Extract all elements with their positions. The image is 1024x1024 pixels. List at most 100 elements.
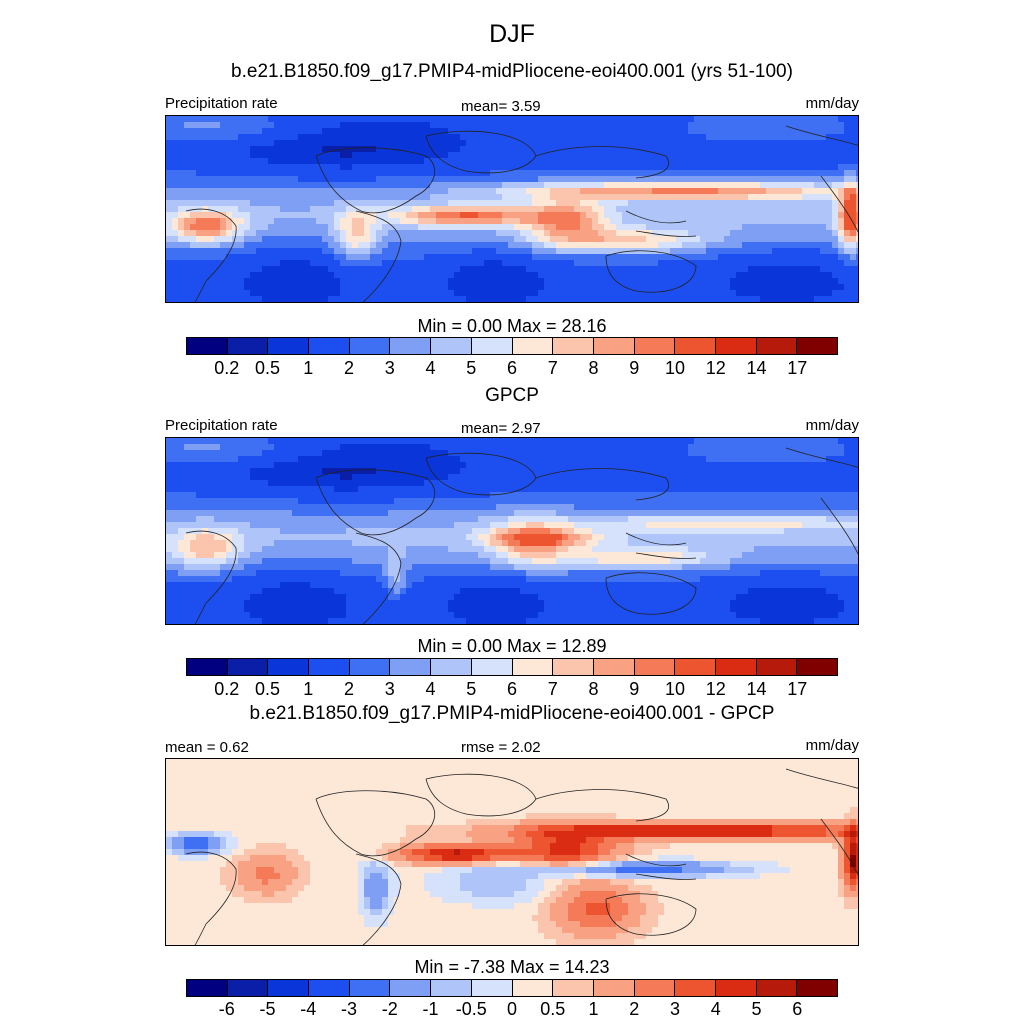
colorbar-swatch bbox=[715, 338, 757, 354]
colorbar-tick-label: -0.5 bbox=[455, 999, 487, 1019]
colorbar-swatch bbox=[471, 659, 513, 675]
colorbar-swatch bbox=[756, 980, 798, 996]
colorbar-tick-label: 6 bbox=[792, 999, 803, 1019]
colorbar-tick-label: 5 bbox=[751, 999, 762, 1019]
panel1-units-label: mm/day bbox=[805, 95, 859, 112]
colorbar-tick-label: 4 bbox=[710, 999, 721, 1019]
colorbar-swatch bbox=[227, 980, 269, 996]
colorbar-swatch bbox=[349, 338, 391, 354]
colorbar-tick-label: 10 bbox=[664, 358, 686, 378]
colorbar-tick-label: 10 bbox=[664, 679, 686, 699]
figure-title: DJF bbox=[489, 20, 535, 48]
panel2-units-label: mm/day bbox=[805, 417, 859, 434]
colorbar-tick-label: 9 bbox=[629, 358, 640, 378]
colorbar-tick-label: -3 bbox=[340, 999, 358, 1019]
colorbar-tick-label: 17 bbox=[787, 679, 808, 699]
panel3-mean-label: mean = 0.62 bbox=[165, 739, 249, 756]
colorbar-tick-label: 0.5 bbox=[254, 358, 281, 378]
colorbar-swatch bbox=[675, 659, 716, 675]
colorbar-swatch bbox=[471, 980, 513, 996]
colorbar-swatch bbox=[675, 980, 716, 996]
colorbar-tick-label: 4 bbox=[425, 679, 436, 699]
colorbar-tick-label: 1 bbox=[303, 358, 314, 378]
panel2-colorbar-ticks: 0.2 0.5 1 2 3 4 5 6 7 8 9 10 12 14 17 bbox=[186, 679, 838, 699]
panel2-left-label: Precipitation rate bbox=[165, 417, 278, 434]
panel2-minmax: Min = 0.00 Max = 12.89 bbox=[417, 636, 607, 656]
colorbar-tick-label: -5 bbox=[259, 999, 276, 1019]
panel3-units-label: mm/day bbox=[805, 737, 859, 754]
colorbar-tick-label: 14 bbox=[746, 358, 767, 378]
colorbar-swatch bbox=[634, 659, 676, 675]
colorbar-swatch bbox=[431, 980, 472, 996]
colorbar-swatch bbox=[715, 980, 757, 996]
colorbar-tick-label: 1 bbox=[588, 999, 599, 1019]
colorbar-tick-label: 3 bbox=[384, 358, 395, 378]
colorbar-tick-label: 0.5 bbox=[540, 999, 566, 1019]
colorbar-tick-label: 8 bbox=[588, 679, 599, 699]
panel3-colorbar bbox=[186, 979, 838, 997]
colorbar-swatch bbox=[349, 659, 391, 675]
colorbar-swatch bbox=[756, 659, 798, 675]
colorbar-tick-label: 2 bbox=[629, 999, 640, 1019]
panel2-title: GPCP bbox=[485, 385, 539, 406]
colorbar-swatch bbox=[431, 659, 472, 675]
panel1-colorbar-ticks: 0.2 0.5 1 2 3 4 5 6 7 8 9 10 12 14 17 bbox=[186, 358, 838, 378]
colorbar-swatch bbox=[797, 659, 837, 675]
colorbar-tick-label: 1 bbox=[303, 679, 314, 699]
panel3-colorbar-ticks: -6 -5 -4 -3 -2 -1 -0.5 0 0.5 1 2 3 4 5 6 bbox=[186, 999, 838, 1019]
colorbar-swatch bbox=[512, 338, 554, 354]
panel2-colorbar bbox=[186, 658, 838, 676]
panel1-map bbox=[165, 115, 859, 303]
panel2-mean-label: mean= 2.97 bbox=[461, 420, 541, 437]
colorbar-swatch bbox=[553, 980, 594, 996]
colorbar-swatch bbox=[593, 659, 635, 675]
colorbar-tick-label: 7 bbox=[547, 679, 558, 699]
colorbar-swatch bbox=[309, 338, 350, 354]
colorbar-tick-label: 3 bbox=[669, 999, 681, 1019]
colorbar-swatch bbox=[634, 338, 676, 354]
panel2-map bbox=[165, 437, 859, 625]
colorbar-tick-label: 6 bbox=[506, 679, 518, 699]
colorbar-tick-label: 12 bbox=[705, 679, 726, 699]
colorbar-swatch bbox=[512, 980, 554, 996]
colorbar-tick-label: 5 bbox=[466, 679, 477, 699]
colorbar-tick-label: -1 bbox=[422, 999, 439, 1019]
colorbar-swatch bbox=[471, 338, 513, 354]
colorbar-swatch bbox=[756, 338, 798, 354]
colorbar-swatch bbox=[309, 980, 350, 996]
colorbar-tick-label: -4 bbox=[300, 999, 317, 1019]
colorbar-tick-label: 7 bbox=[547, 358, 558, 378]
colorbar-swatch bbox=[268, 980, 310, 996]
colorbar-swatch bbox=[797, 980, 837, 996]
colorbar-swatch bbox=[797, 338, 837, 354]
colorbar-swatch bbox=[512, 659, 554, 675]
panel1-left-label: Precipitation rate bbox=[165, 95, 278, 112]
colorbar-swatch bbox=[187, 338, 228, 354]
panel3-title: b.e21.B1850.f09_g17.PMIP4-midPliocene-eo… bbox=[249, 703, 775, 724]
colorbar-swatch bbox=[227, 338, 269, 354]
colorbar-tick-label: -6 bbox=[218, 999, 235, 1019]
colorbar-swatch bbox=[227, 659, 269, 675]
colorbar-swatch bbox=[187, 659, 228, 675]
colorbar-swatch bbox=[390, 338, 432, 354]
colorbar-swatch bbox=[268, 338, 310, 354]
colorbar-tick-label: 0.5 bbox=[254, 679, 281, 699]
panel1-title: b.e21.B1850.f09_g17.PMIP4-midPliocene-eo… bbox=[231, 61, 793, 82]
colorbar-swatch bbox=[390, 980, 432, 996]
panel1-mean-label: mean= 3.59 bbox=[461, 98, 541, 115]
colorbar-tick-label: 2 bbox=[343, 358, 355, 378]
colorbar-tick-label: 3 bbox=[384, 679, 395, 699]
colorbar-swatch bbox=[309, 659, 350, 675]
colorbar-swatch bbox=[553, 659, 594, 675]
colorbar-tick-label: 4 bbox=[425, 358, 436, 378]
colorbar-swatch bbox=[187, 980, 228, 996]
colorbar-tick-label: 17 bbox=[787, 358, 808, 378]
colorbar-swatch bbox=[634, 980, 676, 996]
panel3-map bbox=[165, 758, 859, 946]
panel1-minmax: Min = 0.00 Max = 28.16 bbox=[417, 316, 607, 336]
colorbar-tick-label: -2 bbox=[381, 999, 398, 1019]
colorbar-swatch bbox=[593, 338, 635, 354]
colorbar-tick-label: 0.2 bbox=[214, 679, 240, 699]
colorbar-swatch bbox=[675, 338, 716, 354]
colorbar-tick-label: 0 bbox=[506, 999, 518, 1019]
